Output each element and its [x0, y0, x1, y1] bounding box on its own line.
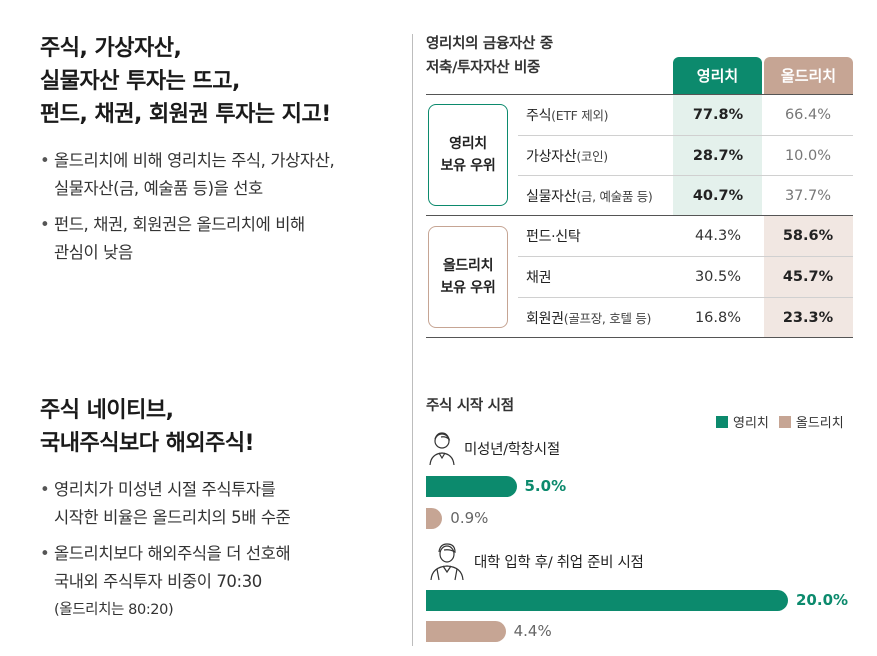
- value-young: 30.5%: [694, 269, 742, 285]
- group-label-young: 영리치 보유 우위: [428, 104, 508, 206]
- chart-title: 주식 시작 시점: [426, 398, 514, 414]
- row-name: 실물자산(금, 예술품 등): [526, 186, 673, 206]
- bullet-line: 올드리치보다 해외주식을 더 선호해: [54, 544, 291, 563]
- bullet-line: 올드리치에 비해 영리치는 주식, 가상자산,: [54, 151, 335, 170]
- row-name-note: (코인): [576, 149, 608, 164]
- bullet-line: 관심이 낮음: [54, 243, 133, 262]
- old-column-highlight: [764, 216, 853, 337]
- row-divider: [518, 135, 853, 136]
- group-label-old: 올드리치 보유 우위: [428, 226, 508, 328]
- bullet-line: 실물자산(금, 예술품 등)을 선호: [54, 179, 263, 198]
- value-old: 10.0%: [784, 148, 832, 164]
- value-old: 45.7%: [782, 269, 834, 285]
- bar-old-college: [426, 621, 506, 642]
- headline-line: 실물자산 투자는 뜨고,: [40, 69, 240, 94]
- row-name-note: (금, 예술품 등): [576, 189, 653, 204]
- row-name: 채권: [526, 267, 673, 287]
- table-row: 주식(ETF 제외) 77.8% 66.4%: [526, 95, 853, 135]
- value-young: 16.8%: [694, 310, 742, 326]
- row-divider: [518, 175, 853, 176]
- bar-young-minor: [426, 476, 517, 497]
- bar-label-old-college: 4.4%: [513, 622, 552, 640]
- value-old: 23.3%: [782, 310, 834, 326]
- row-name-text: 주식: [526, 108, 552, 124]
- bullet-item: 펀드, 채권, 회원권은 올드리치에 비해 관심이 낮음: [40, 211, 400, 267]
- legend-swatch-old: [778, 415, 791, 428]
- bullet-item: 영리치가 미성년 시절 주식투자를 시작한 비율은 올드리치의 5배 수준: [40, 476, 400, 532]
- bullet-line: 영리치가 미성년 시절 주식투자를: [54, 480, 276, 499]
- row-name-text: 가상자산: [526, 149, 577, 165]
- bar-old-minor: [426, 508, 443, 529]
- bar-label-young-college: 20.0%: [796, 591, 849, 609]
- row-name-note: (ETF 제외): [551, 108, 609, 123]
- category-college: 대학 입학 후/ 취업 준비 시점: [428, 541, 644, 581]
- bullet-item: 올드리치보다 해외주식을 더 선호해 국내외 주식투자 비중이 70:30 (올…: [40, 540, 400, 624]
- table-row: 회원권(골프장, 호텔 등) 16.8% 23.3%: [526, 298, 853, 338]
- headline-line: 주식, 가상자산,: [40, 36, 182, 61]
- student-person-icon: [429, 432, 455, 466]
- group-label-line: 올드리치: [442, 258, 494, 274]
- section1-text: 주식, 가상자산, 실물자산 투자는 뜨고, 펀드, 채권, 회원권 투자는 지…: [40, 32, 400, 275]
- bullet-line: 펀드, 채권, 회원권은 올드리치에 비해: [54, 215, 305, 234]
- headline-line: 주식 네이티브,: [40, 398, 174, 423]
- bullet-note: (올드리치는 80:20): [54, 602, 174, 618]
- section1-headline: 주식, 가상자산, 실물자산 투자는 뜨고, 펀드, 채권, 회원권 투자는 지…: [40, 32, 400, 131]
- table-row: 실물자산(금, 예술품 등) 40.7% 37.7%: [526, 176, 853, 216]
- young-column-highlight: [673, 94, 762, 215]
- group-label-line: 영리치: [449, 136, 487, 152]
- table-title-line: 영리치의 금융자산 중: [426, 36, 553, 52]
- row-name-text: 펀드·신탁: [526, 229, 581, 245]
- group-label-line: 보유 우위: [440, 280, 496, 296]
- value-old: 66.4%: [784, 107, 832, 123]
- row-name: 가상자산(코인): [526, 146, 673, 166]
- row-name: 펀드·신탁: [526, 226, 673, 246]
- headline-line: 펀드, 채권, 회원권 투자는 지고!: [40, 102, 331, 127]
- legend-item-young: 영리치: [716, 412, 769, 431]
- bullet-line: 시작한 비율은 올드리치의 5배 수준: [54, 508, 291, 527]
- table-title-line: 저축/투자자산 비중: [426, 60, 541, 76]
- category-label: 미성년/학창시절: [464, 441, 560, 458]
- value-young: 28.7%: [692, 148, 744, 164]
- row-divider: [518, 297, 853, 298]
- group-divider: [426, 215, 853, 216]
- row-name-text: 회원권: [526, 311, 564, 327]
- headline-line: 국내주식보다 해외주식!: [40, 431, 255, 456]
- young-adult-person-icon: [430, 543, 464, 581]
- column-header-old: 올드리치: [764, 57, 853, 94]
- column-header-young: 영리치: [673, 57, 762, 94]
- vertical-divider: [412, 34, 413, 646]
- section2-text: 주식 네이티브, 국내주식보다 해외주식! 영리치가 미성년 시절 주식투자를 …: [40, 394, 400, 632]
- value-young: 44.3%: [694, 228, 742, 244]
- row-divider: [518, 256, 853, 257]
- value-young: 77.8%: [692, 107, 744, 123]
- category-label: 대학 입학 후/ 취업 준비 시점: [474, 554, 644, 571]
- row-name: 주식(ETF 제외): [526, 105, 673, 125]
- table-row: 가상자산(코인) 28.7% 10.0%: [526, 136, 853, 176]
- bar-label-old-minor: 0.9%: [450, 509, 489, 527]
- value-old: 58.6%: [782, 228, 834, 244]
- row-name-text: 실물자산: [526, 189, 577, 205]
- row-name-note: (골프장, 호텔 등): [563, 311, 652, 326]
- chart-legend: 영리치 올드리치: [716, 412, 854, 431]
- table-row: 펀드·신탁 44.3% 58.6%: [526, 216, 853, 256]
- category-minor: 미성년/학창시절: [428, 430, 560, 466]
- table-row: 채권 30.5% 45.7%: [526, 257, 853, 297]
- bullet-line: 국내외 주식투자 비중이 70:30: [54, 572, 262, 591]
- bar-young-college: [426, 590, 788, 611]
- legend-swatch-young: [716, 415, 728, 428]
- bullet-item: 올드리치에 비해 영리치는 주식, 가상자산, 실물자산(금, 예술품 등)을 …: [40, 147, 400, 203]
- section2-headline: 주식 네이티브, 국내주식보다 해외주식!: [40, 394, 400, 460]
- table-title: 영리치의 금융자산 중 저축/투자자산 비중: [426, 32, 553, 80]
- value-old: 37.7%: [784, 188, 832, 204]
- legend-label: 영리치: [733, 416, 769, 431]
- group-label-line: 보유 우위: [440, 158, 496, 174]
- row-name: 회원권(골프장, 호텔 등): [526, 308, 673, 328]
- table-top-rule: [426, 94, 853, 95]
- legend-item-old: 올드리치: [778, 412, 844, 431]
- row-name-text: 채권: [526, 270, 552, 286]
- bar-label-young-minor: 5.0%: [524, 477, 567, 495]
- table-bottom-rule: [426, 337, 853, 338]
- value-young: 40.7%: [692, 188, 744, 204]
- legend-label: 올드리치: [795, 416, 844, 431]
